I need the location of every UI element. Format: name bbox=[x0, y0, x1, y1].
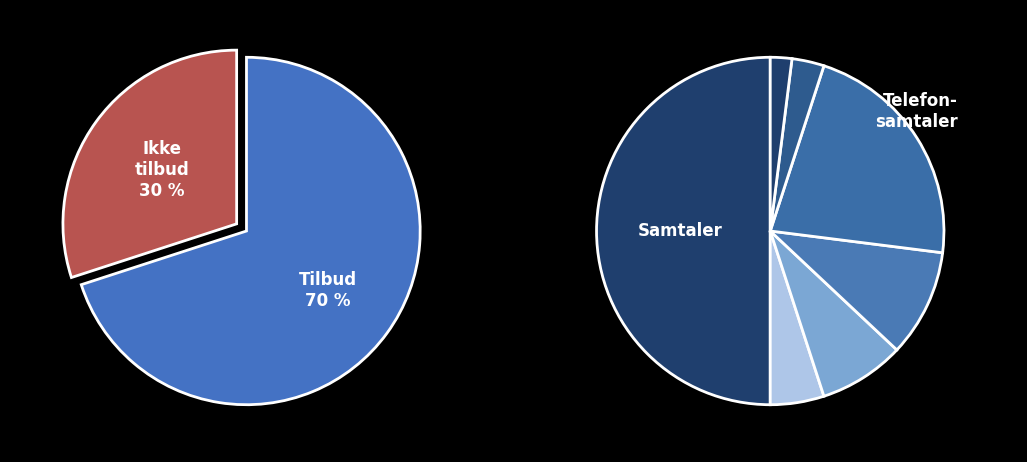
Wedge shape bbox=[770, 231, 824, 405]
Wedge shape bbox=[770, 231, 943, 350]
Wedge shape bbox=[770, 231, 897, 396]
Wedge shape bbox=[770, 66, 944, 253]
Wedge shape bbox=[770, 59, 824, 231]
Text: Tilbud
70 %: Tilbud 70 % bbox=[299, 271, 357, 310]
Wedge shape bbox=[63, 50, 236, 278]
Wedge shape bbox=[81, 57, 420, 405]
Text: Telefon-
samtaler: Telefon- samtaler bbox=[875, 92, 958, 131]
Text: Samtaler: Samtaler bbox=[638, 222, 722, 240]
Wedge shape bbox=[770, 57, 792, 231]
Wedge shape bbox=[597, 57, 770, 405]
Text: Ikke
tilbud
30 %: Ikke tilbud 30 % bbox=[135, 140, 190, 200]
